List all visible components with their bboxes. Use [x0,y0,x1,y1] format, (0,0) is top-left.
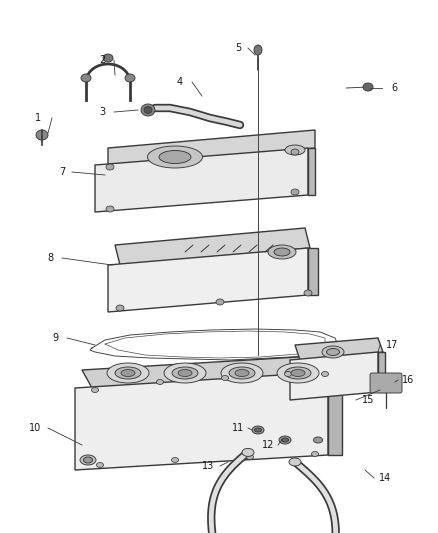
Ellipse shape [178,369,192,376]
Ellipse shape [311,451,318,456]
Text: 6: 6 [391,83,397,93]
Ellipse shape [247,455,254,459]
Text: 14: 14 [379,473,391,483]
Ellipse shape [107,363,149,383]
Ellipse shape [115,367,141,379]
Ellipse shape [254,428,261,432]
Text: 1: 1 [35,113,41,123]
Polygon shape [308,148,315,195]
Text: 13: 13 [202,461,214,471]
Text: 17: 17 [386,340,398,350]
Ellipse shape [304,290,312,296]
Ellipse shape [148,146,202,168]
Ellipse shape [172,457,179,463]
Ellipse shape [326,349,339,356]
Ellipse shape [164,363,206,383]
Polygon shape [328,372,342,455]
Ellipse shape [141,104,155,116]
Ellipse shape [289,458,301,466]
Ellipse shape [285,145,305,155]
FancyBboxPatch shape [370,373,402,393]
Ellipse shape [81,74,91,82]
Ellipse shape [285,372,292,376]
Ellipse shape [106,206,114,212]
Ellipse shape [216,299,224,305]
Polygon shape [378,352,385,392]
Ellipse shape [291,149,299,155]
Ellipse shape [229,367,255,379]
Polygon shape [75,372,328,470]
Text: 7: 7 [59,167,65,177]
Text: 16: 16 [402,375,414,385]
Polygon shape [308,248,318,295]
Ellipse shape [84,457,92,463]
Ellipse shape [121,369,135,376]
Polygon shape [82,355,342,388]
Ellipse shape [291,369,305,376]
Ellipse shape [222,376,229,381]
Text: 3: 3 [99,107,105,117]
Ellipse shape [172,367,198,379]
Polygon shape [108,130,315,165]
Text: 2: 2 [99,55,105,65]
Ellipse shape [116,305,124,311]
Ellipse shape [252,426,264,434]
Ellipse shape [285,367,311,379]
Ellipse shape [268,245,296,259]
Ellipse shape [363,83,373,91]
Ellipse shape [279,436,291,444]
Text: 15: 15 [362,395,374,405]
Polygon shape [295,338,383,360]
Text: 4: 4 [177,77,183,87]
Ellipse shape [92,387,99,392]
Ellipse shape [221,363,263,383]
Text: 12: 12 [262,440,274,450]
Ellipse shape [235,369,249,376]
Text: 11: 11 [232,423,244,433]
Text: 8: 8 [47,253,53,263]
Polygon shape [108,248,308,312]
Ellipse shape [106,164,114,170]
Ellipse shape [125,74,135,82]
Ellipse shape [277,363,319,383]
Ellipse shape [274,248,290,256]
Ellipse shape [314,437,322,443]
Ellipse shape [322,346,344,358]
Ellipse shape [291,189,299,195]
Text: 9: 9 [52,333,58,343]
Ellipse shape [282,438,289,442]
Text: 10: 10 [29,423,41,433]
Ellipse shape [321,372,328,376]
Ellipse shape [159,150,191,164]
Polygon shape [290,352,378,400]
Ellipse shape [80,455,96,465]
Polygon shape [95,148,308,212]
Ellipse shape [156,379,163,384]
Ellipse shape [144,107,152,114]
Ellipse shape [96,463,103,467]
Ellipse shape [254,45,262,55]
Text: 5: 5 [235,43,241,53]
Ellipse shape [242,448,254,456]
Polygon shape [115,228,310,265]
Ellipse shape [103,54,113,62]
Ellipse shape [36,130,48,140]
